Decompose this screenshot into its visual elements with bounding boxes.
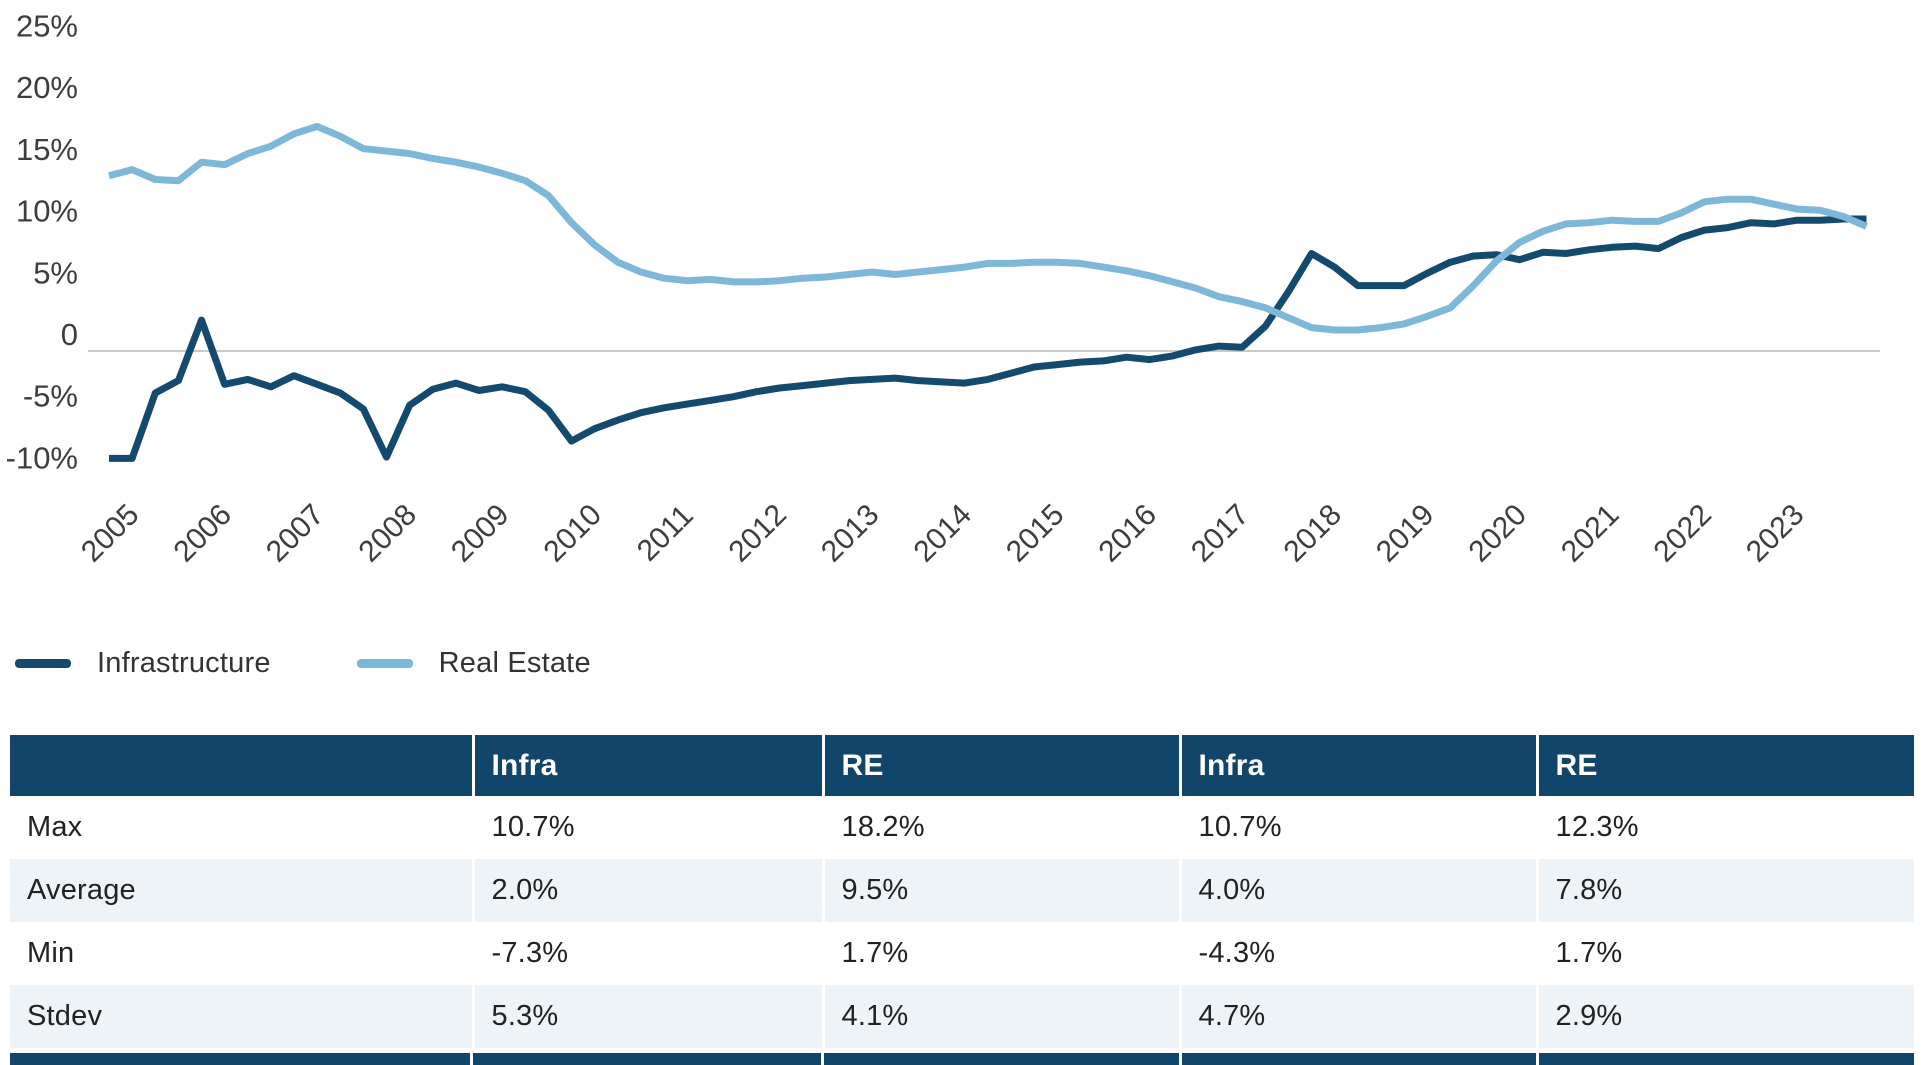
x-axis-label: 2014 [908,498,979,569]
x-axis-label: 2019 [1370,498,1441,569]
table-row-min: Min -7.3% 1.7% -4.3% 1.7% [10,922,1914,985]
y-axis-label: 0 [61,317,78,352]
x-axis-label: 2008 [353,498,424,569]
stats-header-empty [10,735,473,796]
y-axis-label: 20% [16,70,78,105]
next-header-segment [10,1053,471,1065]
stat-value-cell: 1.7% [821,922,1180,985]
x-axis-label: 2012 [723,498,794,569]
stat-value-cell: 5.3% [471,985,823,1048]
x-axis-label: 2021 [1555,498,1626,569]
next-header-segment [1536,1053,1914,1065]
real-estate-line-swatch [356,658,413,668]
stats-header-infra-3: Infra [1178,735,1537,796]
legend-item-infrastructure: Infrastructure [15,647,271,680]
stat-value-cell: -7.3% [471,922,823,985]
x-axis-label: 2017 [1185,498,1256,569]
next-header-segment [820,1053,1179,1065]
x-axis-label: 2016 [1093,498,1164,569]
y-axis-label: 15% [16,132,78,167]
stat-value-cell: 10.7% [1178,796,1537,859]
stat-value-cell: 2.9% [1535,985,1914,1048]
stats-header-re-2: RE [821,735,1180,796]
stat-value-cell: 9.5% [821,859,1180,922]
chart-legend: Infrastructure Real Estate [15,644,677,682]
x-axis-label: 2022 [1648,498,1719,569]
y-axis-label: -5% [23,379,78,414]
row-label: Min [27,937,75,969]
x-axis-label: 2015 [1000,498,1071,569]
infrastructure-line-swatch [15,658,71,668]
stat-value-cell: 4.1% [821,985,1180,1048]
stat-value-cell: 4.7% [1178,985,1537,1048]
x-axis-label: 2007 [260,498,331,569]
x-axis-label: 2023 [1740,498,1811,569]
x-axis-label: 2018 [1278,498,1349,569]
x-axis-label: 2010 [538,498,609,569]
x-axis-label: 2011 [631,499,700,568]
x-axis-label: 2013 [815,498,886,569]
stat-value-cell: 12.3% [1535,796,1914,859]
stat-value-cell: 10.7% [471,796,823,859]
y-axis-label: 10% [16,194,78,229]
table-row-average: Average 2.0% 9.5% 4.0% 7.8% [10,859,1914,922]
stat-value-cell: 4.0% [1178,859,1537,922]
returns-line-chart: 25% 20% 15% 10% 5% 0 -5% -10% 2005 2006 2007 2008 20… [6,9,1880,569]
x-axis-label: 2020 [1463,498,1534,569]
legend-label-infrastructure: Infrastructure [97,646,271,679]
x-axis-label: 2005 [75,498,146,569]
stat-value-cell: 2.0% [471,859,823,922]
y-axis-label: 5% [33,255,78,290]
stat-value-cell: 7.8% [1535,859,1914,922]
next-table-header-cutoff [10,1053,1914,1065]
row-label: Max [27,811,83,843]
next-header-segment [1178,1053,1537,1065]
stats-header-re-4: RE [1535,735,1914,796]
summary-stats-table: Infra RE Infra RE Max 10.7% 18.2% 10.7% 12.3% Av… [10,735,1914,1048]
x-axis-label: 2006 [168,498,239,569]
real-estate-line [108,122,1868,334]
x-axis-label: 2009 [445,498,516,569]
legend-label-real-estate: Real Estate [438,646,591,679]
stat-value-cell: 1.7% [1535,922,1914,985]
row-label: Stdev [10,985,473,1048]
y-axis-label: 25% [16,9,78,44]
stats-table-header-row: Infra RE Infra RE [10,735,1914,796]
stat-value-cell: -4.3% [1178,922,1537,985]
stats-header-infra-1: Infra [471,735,823,796]
table-row-stdev: Stdev 5.3% 4.1% 4.7% 2.9% [10,985,1914,1048]
y-axis-label: -10% [6,440,78,475]
table-row-max: Max 10.7% 18.2% 10.7% 12.3% [10,796,1914,859]
row-label: Average [10,859,473,922]
legend-item-real-estate: Real Estate [356,646,591,680]
stat-value-cell: 18.2% [821,796,1180,859]
infrastructure-line [109,215,1867,462]
next-header-segment [470,1053,821,1065]
